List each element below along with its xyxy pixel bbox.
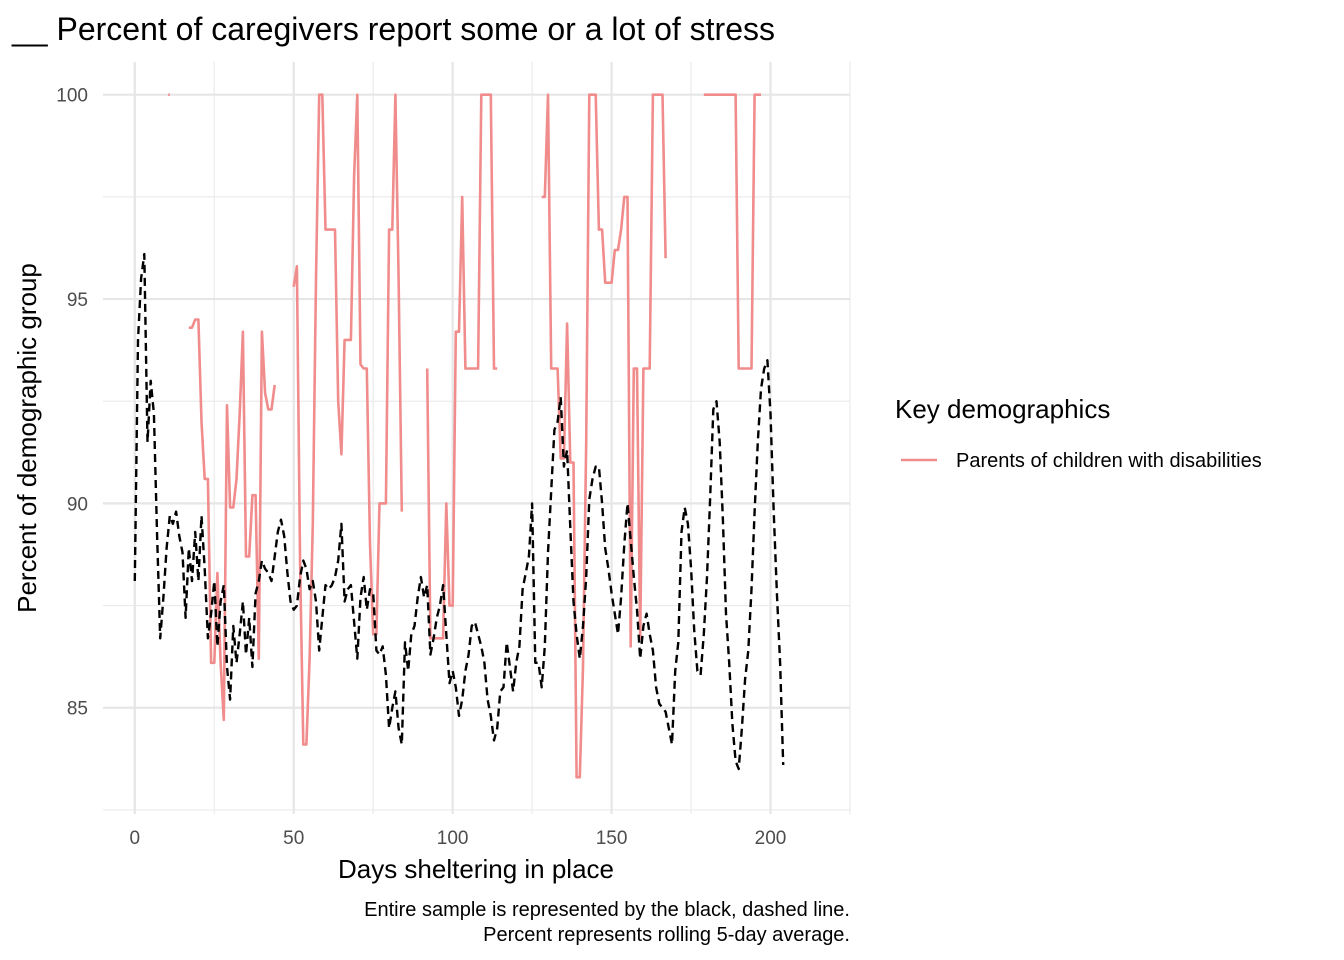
legend-title: Key demographics bbox=[895, 394, 1110, 424]
y-tick-label-95: 95 bbox=[67, 290, 88, 311]
chart-title: __ Percent of caregivers report some or … bbox=[11, 11, 775, 47]
y-axis-title: Percent of demographic group bbox=[12, 263, 42, 613]
y-tick-label-100: 100 bbox=[56, 86, 88, 107]
series-line-parents-disabilities-segment-4 bbox=[541, 93, 667, 779]
series-line-parents-disabilities-segment-1 bbox=[188, 318, 276, 722]
legend: Key demographics Parents of children wit… bbox=[895, 394, 1262, 472]
caption-line-1: Entire sample is represented by the blac… bbox=[364, 899, 850, 921]
caption-line-2: Percent represents rolling 5-day average… bbox=[483, 924, 850, 946]
series-line-entire-sample-segment-0 bbox=[133, 252, 785, 771]
series-line-parents-disabilities-segment-5 bbox=[703, 93, 761, 370]
x-tick-label-50: 50 bbox=[283, 828, 304, 849]
series-line-parents-disabilities-segment-3 bbox=[425, 93, 498, 640]
x-tick-label-150: 150 bbox=[596, 828, 628, 849]
x-axis-title: Days sheltering in place bbox=[338, 854, 614, 884]
y-tick-label-85: 85 bbox=[67, 699, 88, 720]
series-line-parents-disabilities-segment-2 bbox=[292, 93, 404, 746]
legend-entry-label: Parents of children with disabilities bbox=[956, 450, 1262, 472]
y-axis-ticks: 85 90 95 100 bbox=[56, 86, 88, 720]
x-tick-label-100: 100 bbox=[437, 828, 469, 849]
x-tick-label-0: 0 bbox=[129, 828, 140, 849]
y-tick-label-90: 90 bbox=[67, 494, 88, 515]
x-tick-label-200: 200 bbox=[755, 828, 787, 849]
x-axis-ticks: 0 50 100 150 200 bbox=[129, 828, 786, 849]
series-layer bbox=[133, 93, 785, 779]
grid-minor bbox=[103, 62, 851, 814]
